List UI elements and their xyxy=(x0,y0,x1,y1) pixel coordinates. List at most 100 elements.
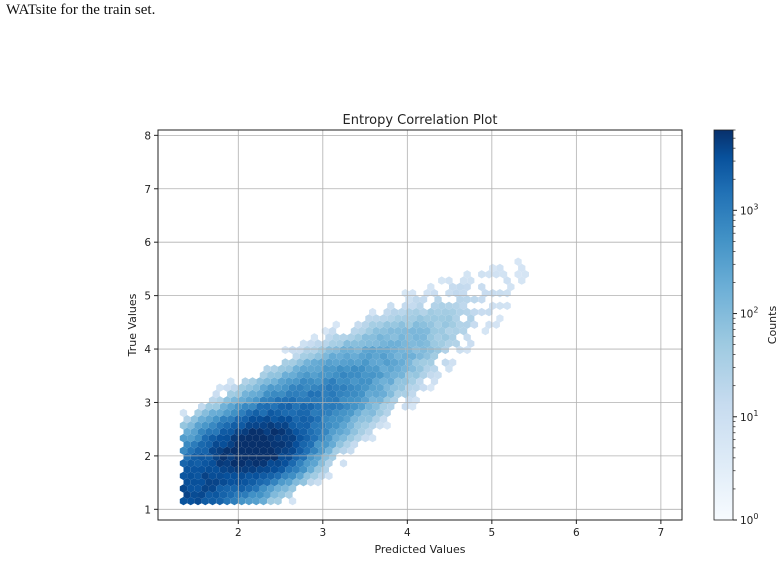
hexbin-cell xyxy=(427,383,435,392)
hexbin-cell xyxy=(409,301,417,310)
hexbin-cell xyxy=(369,383,377,392)
hexbin-cell xyxy=(329,415,337,424)
hexbin-cell xyxy=(281,408,289,418)
hexbin-cell xyxy=(318,408,326,418)
colorbar-tick-label: 102 xyxy=(740,306,758,321)
hexbin-cell xyxy=(223,433,231,443)
hexbin-cell xyxy=(394,352,402,361)
hexbin-cell xyxy=(387,326,395,336)
hexbin-cell xyxy=(278,364,286,373)
hexbin-cell xyxy=(354,358,362,367)
hexbin-cell xyxy=(245,484,253,493)
hexbin-cell xyxy=(256,377,264,386)
hexbin-cell xyxy=(321,465,329,474)
hexbin-cell xyxy=(390,333,399,342)
hexbin-cell xyxy=(259,496,268,506)
hexbin-cell xyxy=(248,452,257,462)
hexbin-cell xyxy=(201,421,209,430)
hexbin-cell xyxy=(227,452,235,462)
hexbin-cell xyxy=(354,370,362,380)
x-tick-label: 3 xyxy=(319,527,326,539)
hexbin-cell xyxy=(350,352,359,361)
hexbin-cell xyxy=(339,446,348,455)
hexbin-cell xyxy=(318,345,326,355)
hexbin-cell xyxy=(299,339,308,348)
hexbin-cell xyxy=(296,421,304,430)
hexbin-cell xyxy=(521,270,529,279)
hexbin-cell xyxy=(365,326,373,336)
hexbin-cell xyxy=(409,402,417,411)
hexbin-cell xyxy=(321,339,329,348)
hexbin-cell xyxy=(241,465,249,474)
hexbin-cell xyxy=(310,421,318,430)
hexbin-cell xyxy=(212,415,220,424)
hexbin-cell xyxy=(256,389,264,399)
hexbin-cell xyxy=(227,465,235,474)
hexbin-cell xyxy=(332,333,340,342)
hexbin-cell xyxy=(383,421,391,430)
hexbin-cell xyxy=(303,408,311,418)
hexbin-cell xyxy=(321,364,329,373)
hexbin-cell xyxy=(459,301,468,310)
hexbin-cell xyxy=(194,484,202,493)
hexbin-cell xyxy=(212,465,220,474)
hexbin-cell xyxy=(361,320,369,329)
hexbin-cell xyxy=(292,364,300,373)
hexbin-cell xyxy=(383,370,391,380)
hexbin-cell xyxy=(478,270,486,279)
hexbin-cell xyxy=(496,301,504,310)
hexbin-cell xyxy=(281,345,289,355)
hexbin-cell xyxy=(223,408,231,418)
hexbin-cell xyxy=(230,408,238,418)
hexbin-cell xyxy=(365,402,373,411)
hexbin-cell xyxy=(292,352,300,361)
hexbin-cell xyxy=(216,408,224,418)
hexbin-cell xyxy=(358,415,366,424)
hexbin-cell xyxy=(285,427,293,436)
hexbin-cell xyxy=(310,383,318,392)
hexbin-cell xyxy=(310,471,318,481)
hexbin-cell xyxy=(307,452,315,462)
hexbin-cell xyxy=(365,389,373,399)
hexbin-cell xyxy=(354,383,362,392)
x-tick-label: 6 xyxy=(573,527,580,539)
hexbin-cell xyxy=(201,459,209,468)
hexbin-cell xyxy=(219,478,228,487)
y-tick-label: 6 xyxy=(144,237,151,249)
hexbin-cell xyxy=(227,377,235,386)
hexbin-cell xyxy=(179,496,188,506)
hexbin-cell xyxy=(310,459,318,468)
hexbin-cell xyxy=(310,370,318,380)
hexbin-cell xyxy=(492,270,500,279)
hexbin-cell xyxy=(263,377,271,386)
hexbin-cell xyxy=(347,421,355,430)
hexbin-cell xyxy=(256,490,264,499)
hexbin-cell xyxy=(285,490,293,499)
hexbin-cell xyxy=(430,301,439,310)
hexbin-cell xyxy=(281,459,289,468)
hexbin-cell xyxy=(205,452,213,462)
hexbin-cell xyxy=(390,383,399,392)
hexbin-cell xyxy=(445,301,453,310)
hexbin-cell xyxy=(343,440,351,449)
figure-caption: WATsite for the train set. xyxy=(6,2,156,18)
hexbin-cell xyxy=(478,295,486,304)
hexbin-cell xyxy=(325,446,333,455)
hexbin-cell xyxy=(314,364,322,373)
y-tick-label: 4 xyxy=(144,344,151,356)
hexbin-cell xyxy=(419,295,428,304)
hexbin-cell xyxy=(263,465,271,474)
hexbin-cell xyxy=(303,459,311,468)
hexbin-cell xyxy=(259,433,268,443)
hexbin-cell xyxy=(441,358,449,367)
hexbin-cell xyxy=(303,383,311,392)
hexbin-cell xyxy=(438,339,446,348)
hexbin-cell xyxy=(230,446,238,455)
hexbin-cell xyxy=(409,364,417,373)
hexbin-cell xyxy=(427,320,435,329)
hexbin-cell xyxy=(187,433,195,443)
hexbin-cell xyxy=(452,301,460,310)
hexbin-cell xyxy=(245,471,253,481)
hexbin-cell xyxy=(187,471,195,481)
hexbin-cell xyxy=(383,307,391,317)
